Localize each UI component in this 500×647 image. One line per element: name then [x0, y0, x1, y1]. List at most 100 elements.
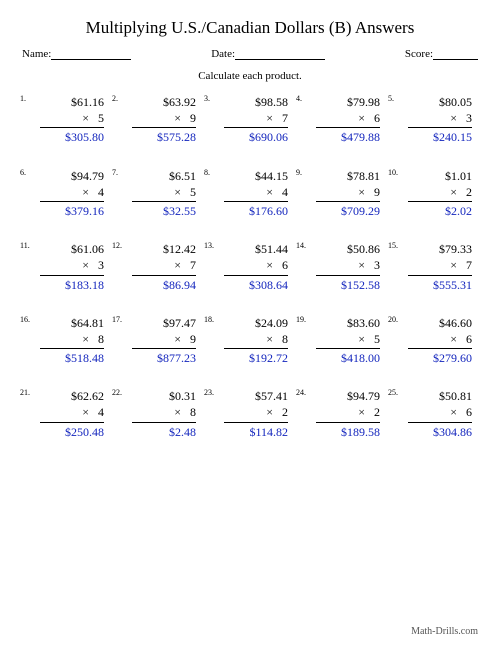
times-icon: ×	[450, 185, 466, 199]
product-answer: $305.80	[22, 129, 104, 145]
problem-stack: $12.42× 7$86.94	[114, 241, 202, 293]
times-icon: ×	[266, 111, 282, 125]
product-answer: $189.58	[298, 424, 380, 440]
problem-number: 14.	[296, 241, 306, 250]
problem-stack: $78.81× 9$709.29	[298, 168, 386, 220]
times-icon: ×	[358, 111, 374, 125]
footer-credit: Math-Drills.com	[411, 626, 478, 637]
page-title: Multiplying U.S./Canadian Dollars (B) An…	[22, 18, 478, 38]
problem: 1.$61.16× 5$305.80	[22, 94, 110, 146]
times-icon: ×	[82, 332, 98, 346]
rule-line	[316, 127, 380, 128]
times-icon: ×	[266, 332, 282, 346]
times-icon: ×	[450, 111, 466, 125]
multiplier-row: × 6	[298, 110, 380, 126]
times-icon: ×	[450, 332, 466, 346]
multiplier-row: × 7	[206, 110, 288, 126]
times-icon: ×	[358, 332, 374, 346]
multiplier-row: × 4	[22, 184, 104, 200]
product-answer: $240.15	[390, 129, 472, 145]
times-icon: ×	[358, 258, 374, 272]
rule-line	[40, 422, 104, 423]
rule-line	[224, 275, 288, 276]
multiplier-row: × 5	[114, 184, 196, 200]
multiplier-row: × 4	[22, 404, 104, 420]
problem-number: 9.	[296, 168, 302, 177]
product-answer: $877.23	[114, 350, 196, 366]
problem-number: 12.	[112, 241, 122, 250]
multiplier: 2	[374, 405, 380, 419]
multiplicand: $98.58	[206, 94, 288, 110]
problem: 16.$64.81× 8$518.48	[22, 315, 110, 367]
problem-number: 16.	[20, 315, 30, 324]
problem-number: 24.	[296, 388, 306, 397]
multiplicand: $97.47	[114, 315, 196, 331]
multiplier-row: × 9	[114, 110, 196, 126]
problem-stack: $50.86× 3$152.58	[298, 241, 386, 293]
multiplier: 7	[190, 258, 196, 272]
multiplier: 3	[466, 111, 472, 125]
product-answer: $308.64	[206, 277, 288, 293]
multiplier: 8	[282, 332, 288, 346]
product-answer: $176.60	[206, 203, 288, 219]
product-answer: $690.06	[206, 129, 288, 145]
multiplier: 3	[374, 258, 380, 272]
multiplicand: $64.81	[22, 315, 104, 331]
multiplicand: $78.81	[298, 168, 380, 184]
multiplier: 9	[190, 332, 196, 346]
times-icon: ×	[174, 258, 190, 272]
problem-stack: $62.62× 4$250.48	[22, 388, 110, 440]
times-icon: ×	[450, 405, 466, 419]
times-icon: ×	[358, 185, 374, 199]
problem-stack: $97.47× 9 $877.23	[114, 315, 202, 367]
problem: 12.$12.42× 7$86.94	[114, 241, 202, 293]
problem-number: 8.	[204, 168, 210, 177]
multiplicand: $24.09	[206, 315, 288, 331]
times-icon: ×	[82, 258, 98, 272]
rule-line	[316, 348, 380, 349]
problem: 22.$0.31× 8$2.48	[114, 388, 202, 440]
problem-stack: $64.81× 8$518.48	[22, 315, 110, 367]
multiplier-row: × 7	[114, 257, 196, 273]
problem: 21.$62.62× 4$250.48	[22, 388, 110, 440]
multiplier-row: × 8	[114, 404, 196, 420]
problem-stack: $94.79× 4$379.16	[22, 168, 110, 220]
problem-stack: $24.09× 8$192.72	[206, 315, 294, 367]
times-icon: ×	[450, 258, 466, 272]
multiplier-row: × 7	[390, 257, 472, 273]
multiplier: 2	[282, 405, 288, 419]
multiplier: 4	[282, 185, 288, 199]
multiplier-row: × 2	[390, 184, 472, 200]
multiplier: 7	[466, 258, 472, 272]
rule-line	[132, 201, 196, 202]
rule-line	[132, 422, 196, 423]
problem: 3.$98.58× 7$690.06	[206, 94, 294, 146]
problem-number: 4.	[296, 94, 302, 103]
times-icon: ×	[266, 405, 282, 419]
rule-line	[316, 201, 380, 202]
problem-number: 17.	[112, 315, 122, 324]
problem: 15.$79.33× 7$555.31	[390, 241, 478, 293]
multiplicand: $6.51	[114, 168, 196, 184]
problem-stack: $1.01× 2$2.02	[390, 168, 478, 220]
times-icon: ×	[174, 332, 190, 346]
multiplier: 6	[466, 405, 472, 419]
problem: 14.$50.86× 3$152.58	[298, 241, 386, 293]
product-answer: $518.48	[22, 350, 104, 366]
problem: 9.$78.81× 9$709.29	[298, 168, 386, 220]
rule-line	[40, 127, 104, 128]
score-field: Score:	[405, 48, 478, 60]
times-icon: ×	[174, 185, 190, 199]
problem-number: 18.	[204, 315, 214, 324]
problems-grid: 1.$61.16× 5$305.802.$63.92× 9$575.283.$9…	[22, 94, 478, 440]
meta-row: Name: Date: Score:	[22, 48, 478, 60]
problem-stack: $79.33× 7$555.31	[390, 241, 478, 293]
product-answer: $379.16	[22, 203, 104, 219]
product-answer: $2.02	[390, 203, 472, 219]
product-answer: $32.55	[114, 203, 196, 219]
problem-number: 21.	[20, 388, 30, 397]
problem: 18.$24.09× 8$192.72	[206, 315, 294, 367]
multiplier-row: × 3	[22, 257, 104, 273]
problem: 7.$6.51× 5$32.55	[114, 168, 202, 220]
multiplier-row: × 8	[206, 331, 288, 347]
